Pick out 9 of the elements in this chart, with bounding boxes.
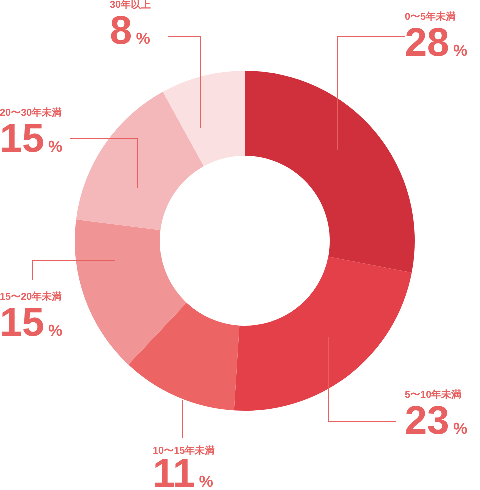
slice-label: 20〜30年未満 (0, 107, 62, 119)
data-label: 15% (0, 117, 63, 161)
data-label: 8% (110, 9, 150, 53)
data-label: 15% (0, 301, 63, 345)
slice-label: 0〜5年未満 (405, 11, 456, 23)
data-label: 23% (405, 399, 468, 443)
slice-label: 15〜20年未満 (0, 291, 62, 303)
data-label: 28% (405, 21, 468, 65)
slice-label: 5〜10年未満 (405, 389, 462, 401)
